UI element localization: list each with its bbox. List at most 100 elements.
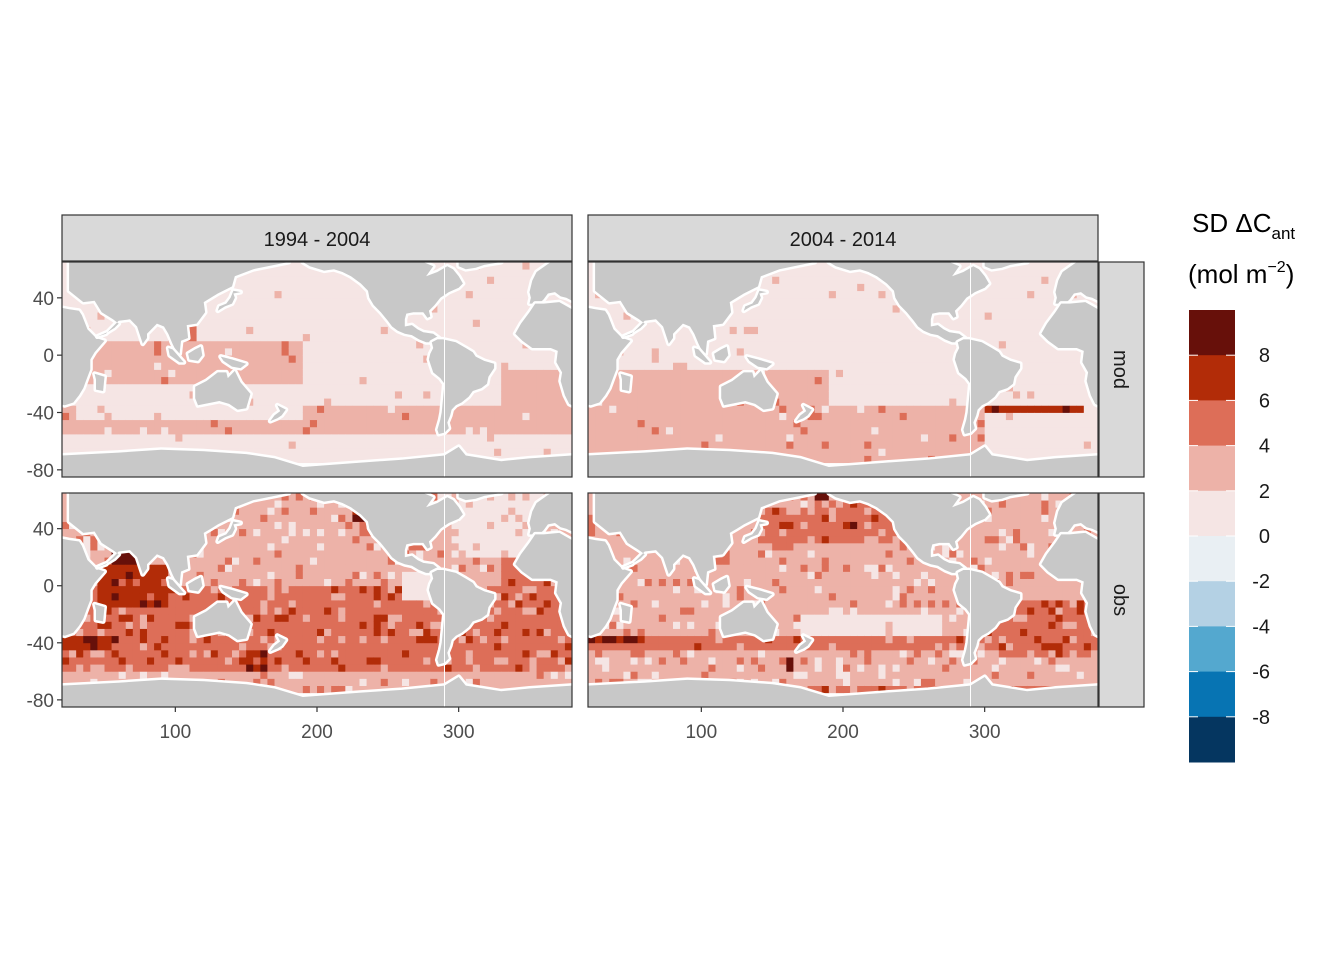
- grid-cell: [864, 283, 872, 292]
- grid-cell: [821, 333, 830, 342]
- grid-cell: [885, 412, 893, 421]
- grid-cell: [274, 600, 282, 608]
- grid-cell: [494, 441, 502, 449]
- grid-cell: [494, 262, 502, 270]
- grid-cell: [487, 391, 495, 399]
- grid-cell: [779, 369, 787, 378]
- grid-cell: [210, 312, 219, 320]
- grid-cell: [161, 649, 169, 658]
- grid-cell: [111, 564, 120, 572]
- grid-cell: [487, 333, 495, 342]
- grid-cell: [139, 369, 148, 378]
- grid-cell: [814, 297, 823, 306]
- grid-cell: [224, 578, 233, 587]
- grid-cell: [430, 391, 438, 399]
- grid-cell: [857, 369, 865, 378]
- grid-cell: [210, 441, 219, 449]
- grid-cell: [345, 312, 353, 320]
- grid-cell: [324, 426, 332, 435]
- grid-cell: [281, 628, 290, 637]
- grid-cell: [387, 391, 396, 399]
- grid-cell: [154, 592, 162, 601]
- grid-cell: [118, 614, 127, 622]
- grid-cell: [991, 434, 1000, 442]
- grid-cell: [253, 369, 261, 378]
- grid-cell: [1034, 362, 1042, 370]
- grid-cell: [423, 426, 431, 435]
- grid-cell: [366, 434, 375, 442]
- grid-cell: [302, 362, 311, 370]
- grid-cell: [843, 362, 851, 370]
- grid-cell: [147, 621, 155, 629]
- grid-cell: [786, 391, 794, 399]
- grid-cell: [189, 419, 197, 428]
- grid-cell: [1090, 412, 1098, 421]
- grid-cell: [871, 405, 879, 413]
- grid-cell: [998, 276, 1007, 284]
- grid-cell: [906, 348, 915, 356]
- grid-cell: [387, 405, 396, 413]
- grid-cell: [913, 348, 922, 356]
- grid-cell: [651, 398, 660, 406]
- grid-cell: [104, 600, 112, 608]
- grid-cell: [1013, 383, 1021, 392]
- grid-cell: [139, 621, 148, 629]
- grid-cell: [529, 412, 537, 421]
- grid-cell: [942, 340, 950, 349]
- grid-cell: [260, 305, 268, 313]
- grid-cell: [104, 571, 112, 579]
- grid-cell: [309, 333, 318, 342]
- grid-cell: [843, 290, 851, 299]
- grid-cell: [564, 426, 572, 435]
- grid-cell: [543, 369, 552, 378]
- grid-cell: [1005, 398, 1014, 406]
- grid-cell: [977, 312, 986, 320]
- grid-cell: [779, 412, 787, 421]
- grid-cell: [835, 434, 844, 442]
- grid-cell: [232, 557, 240, 565]
- grid-cell: [998, 419, 1007, 428]
- grid-cell: [1027, 283, 1035, 292]
- grid-cell: [616, 441, 624, 449]
- grid-cell: [253, 376, 261, 385]
- grid-cell: [623, 419, 631, 428]
- grid-cell: [317, 283, 325, 292]
- grid-cell: [991, 319, 1000, 327]
- grid-cell: [253, 355, 261, 363]
- grid-cell: [892, 398, 901, 406]
- grid-cell: [871, 455, 879, 464]
- grid-cell: [444, 434, 452, 442]
- grid-cell: [267, 426, 275, 435]
- grid-cell: [69, 441, 77, 449]
- grid-cell: [104, 412, 112, 421]
- grid-cell: [246, 348, 254, 356]
- grid-cell: [814, 319, 823, 327]
- grid-cell: [998, 283, 1007, 292]
- grid-cell: [366, 405, 375, 413]
- grid-cell: [949, 383, 957, 392]
- grid-cell: [609, 398, 617, 406]
- grid-cell: [736, 441, 745, 449]
- grid-cell: [715, 441, 723, 449]
- grid-cell: [772, 419, 780, 428]
- grid-cell: [828, 391, 837, 399]
- grid-cell: [687, 362, 695, 370]
- grid-cell: [118, 664, 127, 672]
- grid-cell: [387, 448, 396, 456]
- grid-cell: [821, 412, 830, 421]
- grid-cell: [807, 276, 816, 284]
- grid-cell: [90, 557, 98, 565]
- grid-cell: [1013, 305, 1021, 313]
- grid-cell: [779, 376, 787, 385]
- grid-cell: [465, 448, 474, 456]
- grid-cell: [175, 649, 183, 658]
- grid-cell: [281, 426, 290, 435]
- grid-cell: [814, 326, 823, 335]
- grid-cell: [288, 521, 297, 530]
- grid-cell: [637, 383, 646, 392]
- grid-cell: [878, 405, 886, 413]
- grid-cell: [821, 383, 830, 392]
- grid-cell: [62, 521, 70, 530]
- grid-cell: [850, 269, 858, 277]
- grid-cell: [168, 412, 176, 421]
